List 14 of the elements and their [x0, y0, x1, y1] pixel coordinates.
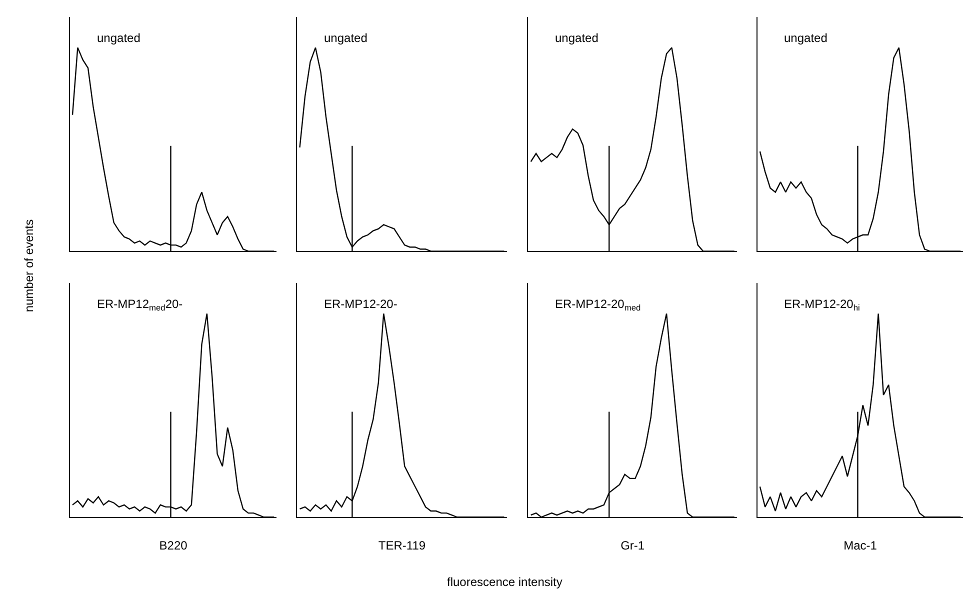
x-axis-title: Mac-1 — [844, 538, 878, 552]
text: ER-MP12$_{med}$20- — [97, 297, 183, 313]
text: ER-MP12-20$_{hi}$ — [784, 297, 860, 313]
x-axis-title: Gr-1 — [620, 538, 645, 552]
text: ungated — [555, 31, 598, 45]
text: fluorescence intensity — [447, 575, 562, 589]
x-axis-title: TER-119 — [378, 538, 426, 552]
y-axis-title: number of events — [22, 219, 36, 312]
text: ungated — [784, 31, 828, 45]
text: ER-MP12-20- — [324, 297, 398, 311]
text: ungated — [324, 31, 368, 45]
x-axis-title: B220 — [159, 538, 188, 552]
text: ungated — [97, 31, 140, 45]
text: ER-MP12-20$_{med}$ — [555, 297, 641, 313]
